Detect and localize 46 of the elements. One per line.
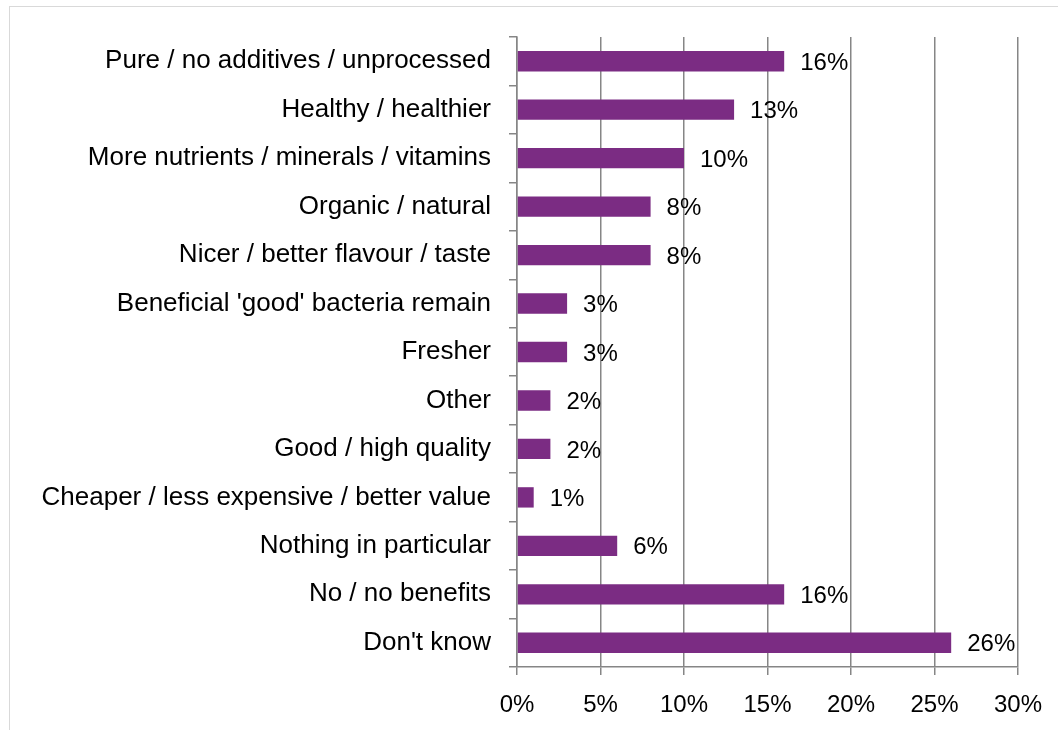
data-label: 10%	[699, 144, 749, 172]
data-label: 16%	[800, 47, 849, 75]
y-tick-label: No / no benefits	[308, 577, 491, 608]
data-label: 3%	[583, 338, 618, 366]
x-tick-label: 5%	[583, 690, 618, 718]
x-tick-label: 15%	[743, 690, 792, 718]
y-tick-label: Fresher	[401, 335, 492, 366]
y-tick-label: Beneficial 'good' bacteria remain	[116, 286, 491, 317]
data-label: 1%	[549, 484, 585, 512]
data-label: 13%	[750, 96, 799, 124]
x-tick-label: 30%	[993, 690, 1043, 718]
x-tick-label: 25%	[910, 690, 959, 718]
y-tick-label: Don't know	[363, 625, 492, 656]
bar	[517, 99, 735, 120]
bar	[517, 584, 785, 605]
data-label: 8%	[666, 241, 702, 269]
data-label: 2%	[566, 435, 602, 463]
x-tick-label: 20%	[826, 690, 876, 718]
data-label: 16%	[800, 580, 849, 608]
y-tick-label: Pure / no additives / unprocessed	[105, 44, 491, 75]
bar	[517, 196, 651, 217]
y-tick-label: Good / high quality	[274, 432, 491, 463]
data-label: 6%	[633, 532, 668, 560]
bar	[517, 341, 568, 363]
x-tick-label: 0%	[499, 690, 535, 718]
y-tick-label: More nutrients / minerals / vitamins	[87, 141, 491, 172]
bar	[517, 487, 534, 508]
bar	[517, 244, 651, 266]
y-tick-label: Nothing in particular	[259, 529, 492, 560]
bar	[517, 51, 785, 72]
y-tick-label: Nicer / better flavour / taste	[178, 238, 491, 269]
y-tick-label: Healthy / healthier	[281, 92, 492, 123]
bar	[517, 632, 952, 653]
bar	[517, 390, 551, 411]
bar	[517, 535, 618, 557]
data-label: 3%	[583, 290, 618, 318]
bar	[517, 147, 684, 169]
y-tick-label: Organic / natural	[298, 189, 491, 220]
x-tick-label: 10%	[659, 690, 709, 718]
data-label: 8%	[666, 193, 702, 221]
bar	[517, 438, 551, 460]
y-tick-label: Other	[425, 383, 492, 414]
bar	[517, 293, 568, 314]
data-label: 2%	[566, 387, 602, 415]
data-label: 26%	[967, 629, 1016, 657]
y-tick-label: Cheaper / less expensive / better value	[41, 480, 491, 511]
